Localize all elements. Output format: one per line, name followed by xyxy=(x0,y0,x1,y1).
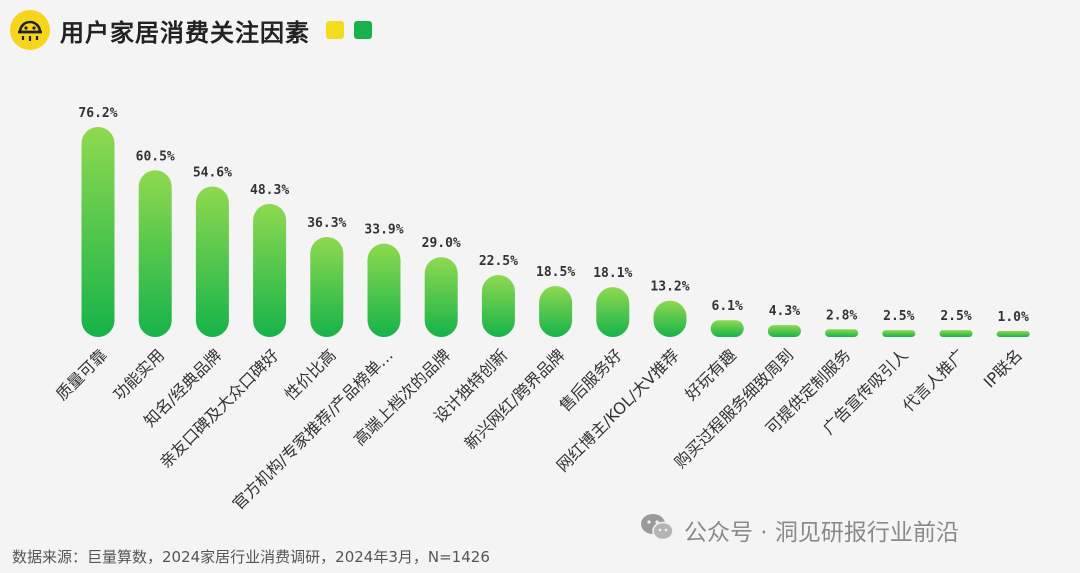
bar-7 xyxy=(424,257,458,337)
bar-13 xyxy=(767,325,801,337)
bar-5 xyxy=(310,236,344,337)
bar-16 xyxy=(939,330,973,337)
watermark-text: 公众号 · 洞见研报行业前沿 xyxy=(684,520,959,546)
bar-3 xyxy=(195,186,229,337)
category-label-9: 新兴网红/跨界品牌 xyxy=(461,345,569,453)
bar-6 xyxy=(367,243,401,337)
bar-17 xyxy=(996,331,1030,337)
value-label-14: 2.8% xyxy=(826,308,857,323)
value-label-15: 2.5% xyxy=(883,309,914,324)
value-label-12: 6.1% xyxy=(712,299,743,314)
bar-chart: 76.2%质量可靠60.5%功能实用54.6%知名/经典品牌48.3%亲友口碑及… xyxy=(52,106,1030,514)
value-label-11: 13.2% xyxy=(650,280,689,295)
category-label-7: 高端上档次的品牌 xyxy=(350,345,454,449)
value-label-2: 60.5% xyxy=(136,149,175,164)
bar-14 xyxy=(825,329,859,337)
source-footnote: 数据来源：巨量算数，2024家居行业消费调研，2024年3月，N=1426 xyxy=(12,548,490,566)
category-label-5: 性价比高 xyxy=(281,345,340,404)
bar-9 xyxy=(539,286,573,337)
smiling-sun-logo-icon xyxy=(10,10,50,50)
value-label-7: 29.0% xyxy=(422,236,461,251)
value-label-9: 18.5% xyxy=(536,265,575,280)
header: 用户家居消费关注因素 xyxy=(10,8,372,52)
value-label-5: 36.3% xyxy=(307,216,346,231)
bar-11 xyxy=(653,300,687,337)
bar-10 xyxy=(596,287,630,337)
category-label-17: IP联名 xyxy=(980,345,1026,391)
bar-12 xyxy=(710,320,744,337)
wechat-icon xyxy=(640,512,674,548)
category-label-2: 功能实用 xyxy=(109,345,168,404)
category-label-16: 代言人推广 xyxy=(899,345,969,415)
value-label-13: 4.3% xyxy=(769,304,800,319)
value-label-1: 76.2% xyxy=(78,106,117,121)
value-label-17: 1.0% xyxy=(998,310,1029,325)
green-square-icon xyxy=(354,21,372,39)
chart-title: 用户家居消费关注因素 xyxy=(60,18,310,47)
value-label-10: 18.1% xyxy=(593,266,632,281)
bar-15 xyxy=(882,330,916,337)
bar-4 xyxy=(253,203,287,337)
value-label-8: 22.5% xyxy=(479,254,518,269)
bar-8 xyxy=(481,274,515,337)
value-label-6: 33.9% xyxy=(364,223,403,238)
bar-1 xyxy=(81,127,115,337)
category-label-1: 质量可靠 xyxy=(52,345,111,404)
category-label-12: 好玩有趣 xyxy=(681,345,740,404)
value-label-16: 2.5% xyxy=(940,309,971,324)
value-label-3: 54.6% xyxy=(193,166,232,181)
watermark: 公众号 · 洞见研报行业前沿 xyxy=(640,512,959,548)
value-label-4: 48.3% xyxy=(250,183,289,198)
bar-2 xyxy=(138,170,172,337)
yellow-square-icon xyxy=(326,21,344,39)
